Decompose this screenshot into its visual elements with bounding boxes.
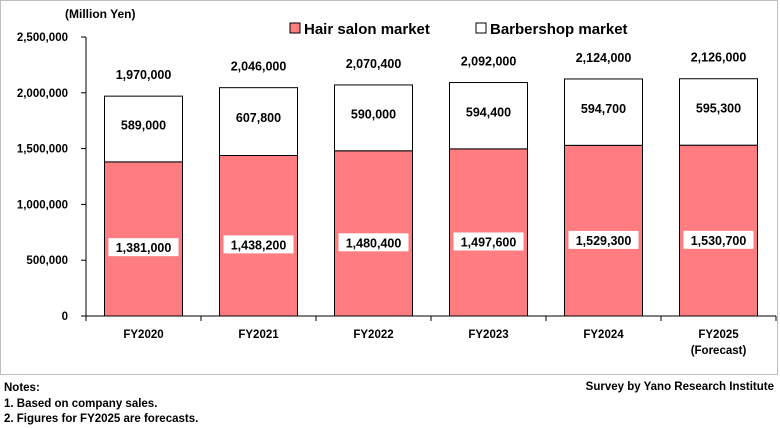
bars: 1,381,000 589,000 1,970,000 1,438,200 607,80… [104, 51, 758, 317]
legend-swatch-barbershop [475, 22, 487, 34]
data-label-bg [338, 233, 409, 252]
legend: Hair salon market Barbershop market [289, 21, 628, 38]
x-tick-label: FY2021 [238, 329, 279, 341]
bar-barbershop [449, 82, 528, 150]
y-tick-label: 2,500,000 [17, 32, 68, 44]
footer-notes: Notes: 1. Based on company sales. 2. Fig… [4, 381, 198, 428]
data-label-barbershop: 590,000 [351, 108, 396, 122]
y-tick-label: 1,000,000 [17, 199, 68, 211]
x-tick-label: FY2024 [583, 329, 624, 341]
data-label-bg [108, 238, 179, 257]
stacked-bar-chart: (Million Yen) Hair salon market Barbersh… [17, 7, 777, 357]
data-label-bg [568, 230, 639, 249]
data-label-total: 2,124,000 [576, 51, 632, 65]
data-label-barbershop: 594,700 [581, 102, 626, 116]
y-tick-label: 1,500,000 [17, 144, 68, 156]
y-tick-label: 500,000 [26, 255, 68, 267]
bar-barbershop [564, 78, 643, 146]
x-tick-sublabel: (Forecast) [691, 345, 747, 357]
notes-title: Notes: [4, 382, 40, 394]
bar-barbershop [219, 87, 298, 156]
data-label-total: 2,126,000 [691, 51, 747, 65]
x-tick-label: FY2023 [468, 329, 508, 341]
bar-hair-salon [449, 148, 528, 317]
y-axis-unit-label: (Million Yen) [65, 7, 135, 21]
data-label-bg [683, 230, 754, 249]
data-label-hair-salon: 1,480,400 [346, 236, 402, 250]
bar-barbershop [679, 78, 758, 146]
bar-barbershop [334, 84, 413, 152]
data-label-bg [453, 232, 524, 251]
note-1: 1. Based on company sales. [4, 397, 158, 410]
source-credit: Survey by Yano Research Institute [585, 381, 774, 393]
bar-hair-salon [679, 144, 758, 317]
bar-barbershop [104, 95, 183, 163]
y-axis: 0 500,000 1,000,000 1,500,000 2,000,000 2,500… [17, 32, 87, 323]
data-label-hair-salon: 1,529,300 [576, 234, 632, 248]
y-tick-label: 2,000,000 [17, 88, 68, 100]
data-label-total: 2,046,000 [231, 60, 287, 74]
data-label-hair-salon: 1,381,000 [116, 241, 172, 255]
legend-label-barbershop: Barbershop market [490, 21, 628, 38]
data-label-total: 2,070,400 [346, 57, 402, 71]
legend-swatch-hair-salon [289, 22, 301, 34]
data-label-total: 2,092,000 [461, 55, 517, 69]
x-tick-label: FY2025 [698, 329, 739, 341]
data-label-total: 1,970,000 [116, 68, 172, 82]
data-label-hair-salon: 1,530,700 [691, 234, 747, 248]
bar-hair-salon [564, 144, 643, 317]
data-label-bg [223, 235, 294, 254]
data-label-barbershop: 594,400 [466, 105, 511, 119]
note-2: 2. Figures for FY2025 are forecasts. [4, 413, 199, 425]
data-label-barbershop: 595,300 [696, 102, 741, 116]
chart-frame [0, 0, 778, 375]
data-label-hair-salon: 1,497,600 [461, 235, 517, 249]
data-label-hair-salon: 1,438,200 [231, 238, 287, 252]
x-tick-label: FY2020 [123, 329, 163, 341]
legend-label-hair-salon: Hair salon market [304, 21, 430, 38]
y-tick-label: 0 [62, 311, 68, 323]
x-axis: FY2020 FY2021 FY2022 FY2023 FY2024 FY2025 (For… [85, 315, 777, 357]
data-label-barbershop: 589,000 [121, 119, 166, 133]
x-tick-label: FY2022 [353, 329, 393, 341]
data-label-barbershop: 607,800 [236, 111, 281, 125]
